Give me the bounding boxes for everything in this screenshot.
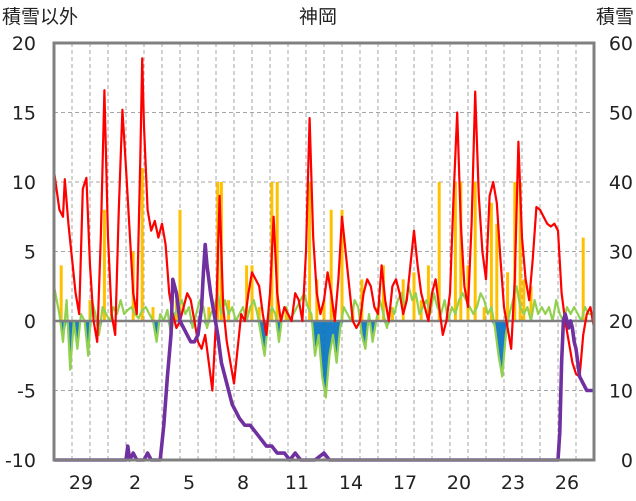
right-tick-label: 60 [609,33,633,55]
left-tick-label: 15 [12,103,36,125]
anomaly-negative-area [54,321,594,398]
precipitation-bar [506,272,510,321]
right-tick-label: 0 [621,450,633,472]
x-tick-label: 8 [237,472,249,494]
precipitation-bar [437,182,441,321]
precipitation-bar [207,307,211,321]
precipitation-bar [529,286,533,321]
precipitation-bar [59,265,63,321]
precipitation-bar [102,209,106,321]
x-axis-ticks: 29 2 5 8 11 14 17 20 23 26 [69,472,579,494]
precipitation-bar [284,307,288,321]
right-axis-label: 積雪 [596,6,634,28]
anomaly-line [52,285,594,399]
left-tick-label: -10 [5,450,36,472]
precipitation-bar [245,265,249,321]
x-tick-label: 14 [339,472,363,494]
right-tick-label: 20 [609,311,633,333]
precipitation-bar [522,279,526,321]
precipitation-bar [329,209,333,321]
precipitation-bar [140,168,144,321]
left-tick-label: 0 [24,311,36,333]
x-tick-label: 2 [129,472,141,494]
precipitation-bar [322,300,326,321]
x-tick-label: 11 [285,472,309,494]
snow-depth-line [54,242,594,462]
precipitation-bar [482,307,486,321]
right-tick-label: 40 [609,172,633,194]
right-tick-label: 50 [609,103,633,125]
left-tick-label: 20 [12,33,36,55]
temperature-anomaly-series [52,285,594,399]
precipitation-bar [257,307,261,321]
right-axis-ticks: 60 50 40 30 20 10 0 [609,33,633,472]
x-tick-label: 23 [501,472,525,494]
precipitation-bar [459,182,463,321]
precipitation-bar [250,265,254,321]
precipitation-bar [275,182,279,321]
plot-frame [52,41,596,462]
left-axis-ticks: 20 15 10 5 0 -5 -10 [5,33,36,472]
precipitation-bar [453,182,457,321]
precipitation-bar [390,307,394,321]
left-axis-label: 積雪以外 [2,6,78,28]
precipitation-bar [489,202,493,321]
precipitation-bar [581,237,585,321]
x-tick-label: 5 [183,472,195,494]
precipitation-bar [426,265,430,321]
left-tick-label: -5 [17,381,36,403]
precipitation-bar [340,209,344,321]
left-tick-label: 5 [24,242,36,264]
x-tick-label: 26 [555,472,579,494]
precipitation-bar [178,209,182,321]
precipitation-bar [308,182,312,321]
precipitation-bar [151,307,155,321]
precipitation-bar [495,223,499,321]
left-tick-label: 10 [12,172,36,194]
x-tick-label: 29 [69,472,93,494]
precipitation-bar [88,300,92,321]
x-tick-label: 20 [447,472,471,494]
precipitation-bar [518,182,522,321]
x-tick-label: 17 [393,472,417,494]
chart-title: 神岡 [299,6,337,28]
right-tick-label: 30 [609,242,633,264]
precipitation-bar [315,279,319,321]
precipitation-bar [473,182,477,321]
temperature-line [52,57,596,392]
right-tick-label: 10 [609,381,633,403]
grid-lines [54,43,594,460]
